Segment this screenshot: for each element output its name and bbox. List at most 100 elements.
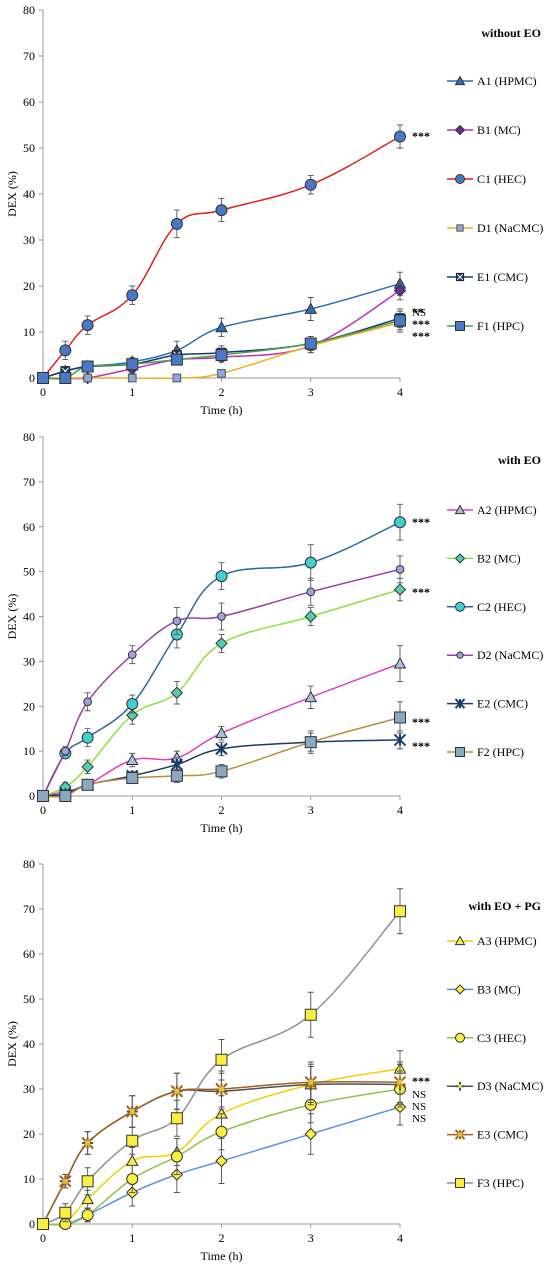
data-point (215, 637, 228, 650)
data-point (172, 616, 182, 626)
legend-marker (456, 224, 464, 232)
data-point (217, 369, 226, 378)
data-point (215, 1154, 228, 1168)
x-axis-label: Time (h) (201, 821, 243, 835)
data-point (215, 1125, 228, 1138)
series-F3 (37, 888, 406, 1230)
x-tick-label: 2 (219, 1231, 225, 1245)
series-F2 (37, 701, 406, 802)
x-tick-label: 4 (397, 803, 403, 817)
y-tick-label: 40 (23, 610, 35, 624)
legend-label: E3 (CMC) (477, 1128, 528, 1142)
data-point (215, 1082, 228, 1096)
data-point (215, 204, 228, 217)
y-tick-label: 20 (23, 279, 35, 293)
data-point (215, 570, 228, 583)
legend-label: B2 (MC) (477, 551, 521, 565)
series-C2 (37, 503, 406, 802)
data-point (215, 1053, 228, 1066)
data-point (394, 711, 406, 724)
legend-item: D3 (NaCMC) (447, 1079, 543, 1093)
data-point (304, 1076, 317, 1089)
data-point (81, 1209, 94, 1221)
chart-panel-2: 0 10 20 30 40 50 60 70 80 0 1 2 3 4 Time (h) DEX (%) wit… (5, 430, 543, 835)
y-tick-label: 50 (23, 992, 35, 1006)
y-axis-label: DEX (%) (5, 1021, 19, 1067)
x-tick-label: 4 (397, 1231, 403, 1245)
significance-label: *** (412, 1074, 430, 1088)
x-axis-label: Time (h) (201, 403, 243, 417)
significance-label: NS (412, 1101, 426, 1113)
legend-item: E1 (CMC) (447, 270, 528, 284)
data-point (217, 612, 226, 621)
y-tick-label: 80 (23, 430, 35, 444)
legend-marker (454, 698, 466, 709)
legend-item: F3 (HPC) (447, 1176, 524, 1190)
x-tick-label: 3 (308, 1231, 314, 1245)
y-tick-label: 30 (23, 654, 35, 668)
legend-item: E2 (CMC) (447, 697, 528, 711)
x-tick-label: 2 (219, 385, 225, 399)
legend-label: E2 (CMC) (477, 697, 528, 711)
legend-label: A3 (HPMC) (477, 934, 537, 948)
x-tick-label: 0 (40, 803, 46, 817)
legend-item: D2 (NaCMC) (447, 648, 543, 662)
legend-label: B1 (MC) (477, 123, 521, 137)
series-F1 (37, 310, 406, 384)
data-point (59, 372, 72, 384)
legend-label: F2 (HPC) (477, 745, 524, 759)
significance-label: NS (412, 1113, 426, 1125)
data-point (215, 742, 228, 756)
x-axis-label: Time (h) (201, 1249, 243, 1263)
significance-label: ** (412, 305, 424, 319)
y-tick-label: 20 (23, 699, 35, 713)
data-point (125, 753, 139, 765)
data-point (395, 565, 405, 574)
significance-label: *** (412, 515, 430, 529)
data-point (393, 733, 407, 747)
data-point (81, 778, 94, 791)
data-point (170, 769, 183, 782)
data-point (126, 1105, 139, 1118)
legend-item: C3 (HEC) (447, 1031, 526, 1045)
data-point (304, 1008, 317, 1021)
y-tick-label: 80 (23, 857, 35, 871)
x-tick-label: 3 (308, 803, 314, 817)
data-point (81, 319, 94, 332)
legend-label: C3 (HEC) (477, 1031, 526, 1045)
data-point (170, 217, 183, 230)
legend-item: C1 (HEC) (447, 172, 526, 186)
data-point (127, 650, 137, 659)
data-point (126, 698, 139, 711)
data-point (37, 372, 49, 384)
legend-marker (454, 124, 466, 136)
data-point (126, 1173, 139, 1185)
legend-marker (454, 504, 466, 515)
legend-marker (455, 1081, 465, 1091)
data-point (394, 314, 406, 327)
x-tick-label: 2 (219, 803, 225, 817)
data-point (215, 320, 228, 333)
y-tick-label: 60 (23, 520, 35, 534)
data-point (59, 344, 72, 357)
y-tick-label: 30 (23, 1082, 35, 1096)
x-tick-label: 4 (397, 385, 403, 399)
data-point (59, 1175, 72, 1188)
legend-label: A1 (HPMC) (477, 74, 537, 88)
data-point (304, 302, 318, 314)
legend-marker (455, 747, 465, 757)
significance-label: NS (412, 307, 426, 319)
legend-marker (456, 651, 464, 659)
y-tick-label: 80 (23, 3, 35, 17)
significance-label: *** (412, 585, 430, 599)
y-tick-label: 10 (23, 325, 35, 339)
y-tick-label: 10 (23, 744, 35, 758)
data-point (125, 1154, 139, 1166)
data-point (304, 556, 317, 569)
legend-item: A3 (HPMC) (447, 934, 537, 948)
y-tick-label: 60 (23, 95, 35, 109)
data-point (304, 178, 317, 191)
data-point (393, 583, 407, 596)
data-point (126, 358, 139, 371)
data-point (126, 1134, 139, 1147)
